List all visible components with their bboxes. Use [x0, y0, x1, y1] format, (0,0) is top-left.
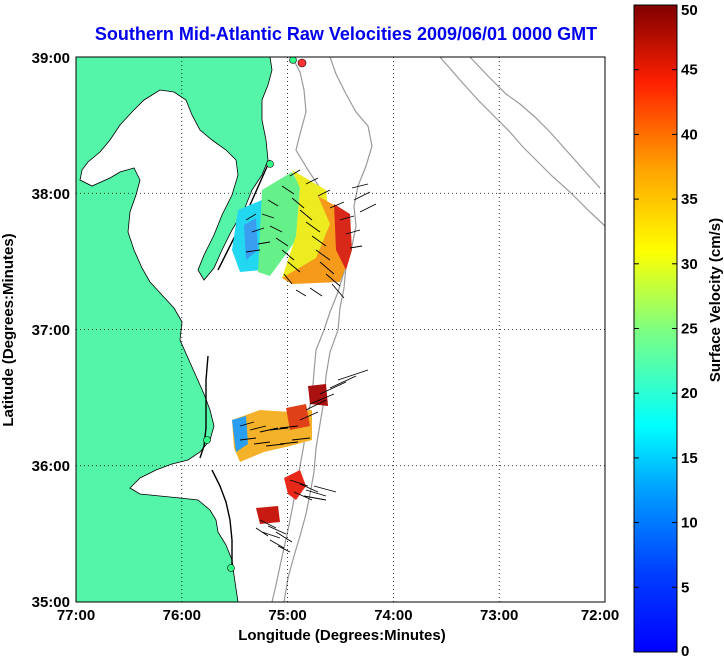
- velocity-patch-middle-darkred: [308, 384, 328, 406]
- x-tick-label: 73:00: [480, 607, 518, 624]
- velocity-patch-south-1: [284, 470, 306, 500]
- station-marker: [203, 436, 211, 444]
- y-tick-label: 38:00: [32, 186, 70, 203]
- velocity-patch-north-orange: [282, 196, 350, 284]
- x-tick-label: 74:00: [374, 607, 412, 624]
- colorbar-tick-label: 35: [681, 191, 698, 208]
- colorbar: 0 5 10 15 20 25 30 35 40 45 50 Surface Velocity (c…: [633, 2, 724, 659]
- x-tick-label: 75:00: [268, 607, 306, 624]
- y-tick-label: 37:00: [32, 322, 70, 339]
- colorbar-tick-label: 20: [681, 385, 698, 402]
- x-tick-label: 77:00: [57, 607, 95, 624]
- plot-area: [75, 56, 606, 603]
- colorbar-ticks: 0 5 10 15 20 25 30 35 40 45 50: [634, 2, 698, 659]
- velocity-patches: [232, 170, 352, 524]
- station-markers: [203, 57, 307, 572]
- y-axis-label: Latitude (Degrees:Minutes): [0, 233, 17, 426]
- velocity-patch-north-red: [334, 204, 352, 270]
- x-tick-label: 72:00: [581, 607, 619, 624]
- x-tick-label: 76:00: [163, 607, 201, 624]
- y-tick-label: 35:00: [32, 594, 70, 611]
- colorbar-tick-label: 50: [681, 2, 698, 19]
- colorbar-tick-label: 0: [681, 643, 689, 659]
- x-axis-label: Longitude (Degrees:Minutes): [238, 627, 446, 644]
- velocity-vectors: [239, 169, 377, 553]
- station-marker: [289, 57, 297, 64]
- colorbar-tick-label: 40: [681, 126, 698, 143]
- colorbar-tick-label: 45: [681, 62, 698, 79]
- plot-frame: [75, 56, 606, 603]
- chart-title: Southern Mid-Atlantic Raw Velocities 200…: [95, 24, 597, 44]
- colorbar-tick-label: 10: [681, 515, 698, 532]
- colorbar-gradient: [633, 4, 678, 653]
- y-tick-label: 36:00: [32, 458, 70, 475]
- station-marker-red: [297, 58, 307, 68]
- bathymetry-contours: [271, 57, 605, 602]
- colorbar-tick-label: 25: [681, 321, 698, 338]
- grid-lines: [76, 57, 605, 602]
- x-axis-ticks: 77:00 76:00 75:00 74:00 73:00 72:00: [57, 607, 619, 624]
- y-axis-ticks: 39:00 38:00 37:00 36:00 35:00: [32, 50, 70, 611]
- colorbar-tick-label: 15: [681, 450, 698, 467]
- y-tick-label: 39:00: [32, 50, 70, 67]
- station-marker: [227, 564, 235, 572]
- station-marker: [266, 160, 274, 168]
- colorbar-tick-label: 30: [681, 256, 698, 273]
- velocity-patch-north-green: [258, 172, 300, 276]
- velocity-patch-north-blue: [244, 218, 258, 260]
- velocity-patch-south-2: [256, 506, 280, 524]
- velocity-patch-middle-red: [286, 404, 310, 430]
- colorbar-label: Surface Velocity (cm/s): [707, 218, 724, 382]
- colorbar-tick-label: 5: [681, 579, 689, 596]
